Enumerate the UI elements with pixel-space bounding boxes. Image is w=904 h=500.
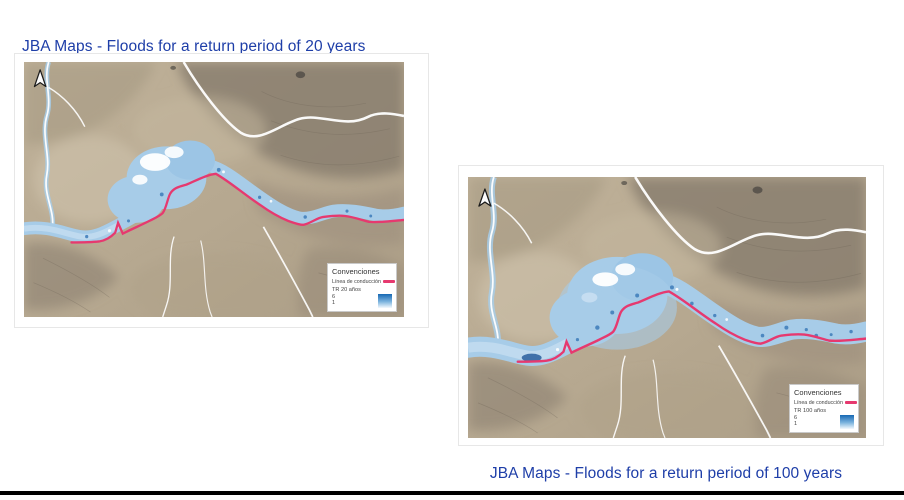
legend-depth-scale: 6 1: [332, 294, 392, 308]
satellite-map-100yr: [468, 177, 866, 438]
legend-scale-max: 6: [794, 415, 798, 421]
flood-map-image-20yr: Convenciones Línea de conducción TR 20 a…: [24, 62, 404, 317]
legend-line-label: Línea de conducción: [794, 399, 843, 406]
flood-depth-gradient-swatch: [378, 294, 392, 308]
north-arrow-icon: [478, 188, 492, 207]
flood-deep-spots: [85, 167, 373, 239]
legend-scale-min: 1: [332, 300, 336, 306]
legend-title: Convenciones: [332, 267, 380, 276]
bottom-divider: [0, 491, 904, 495]
map-legend-100yr: Convenciones Línea de conducción TR 100 …: [789, 384, 859, 433]
streams: [42, 62, 404, 317]
streams: [486, 177, 866, 438]
legend-conduction-row: Línea de conducción: [332, 278, 395, 285]
legend-tr-label: TR 100 años: [794, 408, 827, 414]
conduction-line: [70, 172, 404, 244]
flood-depth-gradient-swatch: [840, 415, 854, 429]
map-title-100yr: JBA Maps - Floods for a return period of…: [489, 464, 843, 482]
conduction-line-swatch: [844, 401, 857, 404]
ponds: [621, 181, 763, 194]
conduction-line-swatch: [382, 280, 395, 283]
north-arrow-icon: [33, 69, 47, 88]
legend-scale-max: 6: [332, 294, 336, 300]
legend-depth-scale: 6 1: [794, 415, 854, 429]
conduction-line: [516, 290, 866, 363]
legend-title: Convenciones: [794, 388, 842, 397]
ponds: [170, 65, 306, 79]
legend-scale-values: 6 1: [332, 294, 335, 306]
legend-scale-min: 1: [794, 421, 798, 427]
map-card-100yr: Convenciones Línea de conducción TR 100 …: [458, 165, 884, 446]
flood-map-image-100yr: Convenciones Línea de conducción TR 100 …: [468, 177, 866, 438]
map-title-20yr: JBA Maps - Floods for a return period of…: [22, 37, 366, 55]
legend-conduction-row: Línea de conducción: [794, 399, 857, 406]
map-legend-20yr: Convenciones Línea de conducción TR 20 a…: [327, 263, 397, 312]
legend-scale-values: 6 1: [794, 415, 797, 427]
legend-tr-label: TR 20 años: [332, 287, 361, 293]
map-card-20yr: Convenciones Línea de conducción TR 20 a…: [14, 53, 429, 328]
legend-line-label: Línea de conducción: [332, 278, 381, 285]
flood-deep-spots: [521, 285, 853, 362]
